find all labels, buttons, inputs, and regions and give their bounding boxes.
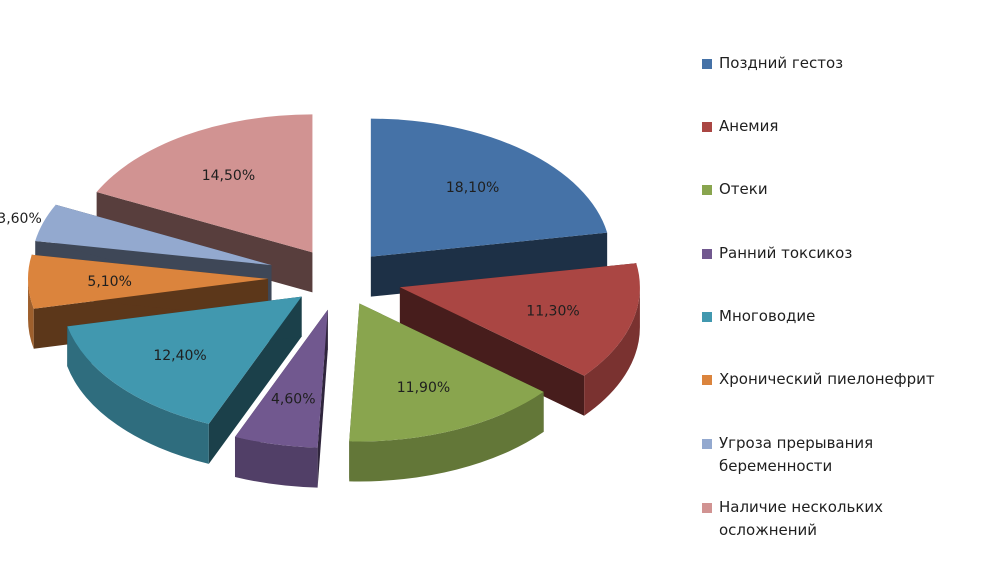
- legend-label-0: Поздний гестоз: [719, 54, 844, 72]
- slice-label-7: 14,50%: [202, 168, 255, 184]
- slice-wall-0-1: [370, 232, 608, 297]
- slice-4: [67, 296, 302, 424]
- legend-swatch-0: [702, 59, 712, 69]
- slice-5: [28, 254, 269, 309]
- legend-swatch-1: [702, 122, 712, 132]
- legend-label-3: Ранний токсикоз: [719, 244, 853, 262]
- slice-label-2: 11,90%: [397, 380, 450, 396]
- slice-label-1: 11,30%: [526, 304, 579, 320]
- slice-wall-1-1: [399, 287, 585, 416]
- legend-swatch-6: [702, 439, 712, 449]
- slice-tops: [28, 114, 640, 448]
- legend-item-2: Отеки: [702, 178, 969, 201]
- legend-item-6: Угроза прерывания беременности: [702, 432, 969, 478]
- slice-3: [234, 309, 328, 448]
- slice-side-2-0: [349, 391, 544, 482]
- legend-item-7: Наличие нескольких осложнений: [702, 496, 969, 542]
- slice-label-5: 5,10%: [87, 274, 131, 290]
- slice-2: [349, 303, 544, 442]
- slice-side-5-0: [28, 278, 34, 349]
- legend-label-6: Угроза прерывания беременности: [719, 434, 874, 475]
- legend-swatch-5: [702, 375, 712, 385]
- legend-item-3: Ранний токсикоз: [702, 242, 969, 265]
- legend-item-4: Многоводие: [702, 305, 969, 328]
- slice-label-3: 4,60%: [271, 392, 315, 408]
- slice-0: [370, 118, 608, 257]
- legend-swatch-4: [702, 312, 712, 322]
- legend-label-5: Хронический пиелонефрит: [719, 370, 935, 388]
- slice-1: [399, 263, 640, 376]
- slice-labels: 18,10% 11,30% 11,90% 4,60% 12,40% 5,10% 3,60% 1…: [0, 168, 580, 407]
- slice-label-6: 3,60%: [0, 211, 42, 227]
- legend-item-1: Анемия: [702, 115, 969, 138]
- legend-item-0: Поздний гестоз: [702, 52, 969, 75]
- legend-swatch-2: [702, 185, 712, 195]
- slice-label-0: 18,10%: [446, 180, 499, 196]
- slice-side-4-0: [67, 326, 209, 464]
- legend-label-7: Наличие нескольких осложнений: [719, 498, 884, 539]
- slice-6: [35, 204, 272, 266]
- slice-side-1-0: [584, 287, 640, 416]
- legend-swatch-3: [702, 249, 712, 259]
- legend-label-1: Анемия: [719, 117, 779, 135]
- slice-label-4: 12,40%: [153, 348, 206, 364]
- legend-item-5: Хронический пиелонефрит: [702, 368, 969, 391]
- legend-label-2: Отеки: [719, 180, 768, 198]
- slice-7: [96, 114, 313, 253]
- slice-side-3-0: [234, 436, 318, 488]
- legend-swatch-7: [702, 503, 712, 513]
- slice-wall-3-0: [317, 309, 328, 488]
- legend-label-4: Многоводие: [719, 307, 816, 325]
